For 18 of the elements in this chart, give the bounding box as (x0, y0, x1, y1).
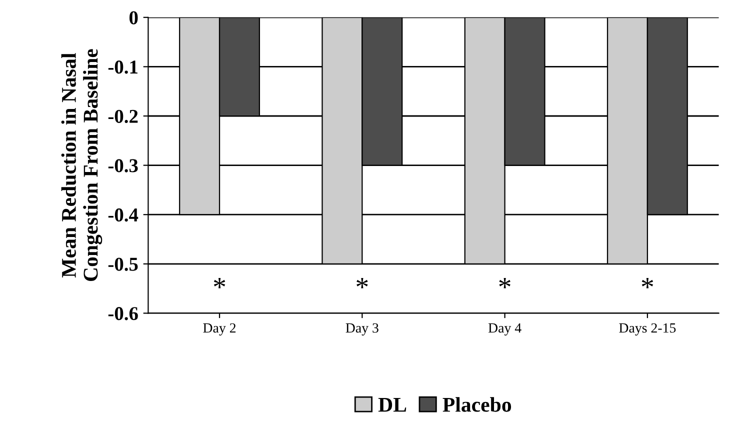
x-tick-label: Day 3 (346, 323, 378, 336)
x-tick-label: Day 2 (203, 323, 236, 336)
annotation: * (642, 278, 654, 288)
x-tick-label: Day 4 (488, 323, 522, 336)
annotation: * (356, 278, 368, 288)
y-tick-label: -0.3 (108, 159, 138, 172)
legend-label: Placebo (442, 397, 512, 412)
y-tick-label: -0.4 (108, 208, 138, 222)
y-tick-label: -0.6 (108, 307, 138, 320)
y-tick-label: -0.2 (108, 110, 138, 124)
annotation: * (214, 278, 226, 288)
annotation: * (499, 278, 510, 288)
y-tick-label: -0.5 (108, 258, 138, 271)
y-tick-label: -0.1 (108, 60, 138, 74)
x-tick-label: Days 2-15 (619, 323, 676, 336)
y-axis-title: Mean Reduction in Nasal Congestion From Baseline (61, 49, 102, 281)
legend-label: DL (378, 398, 406, 412)
y-tick-label: 0 (129, 11, 138, 24)
